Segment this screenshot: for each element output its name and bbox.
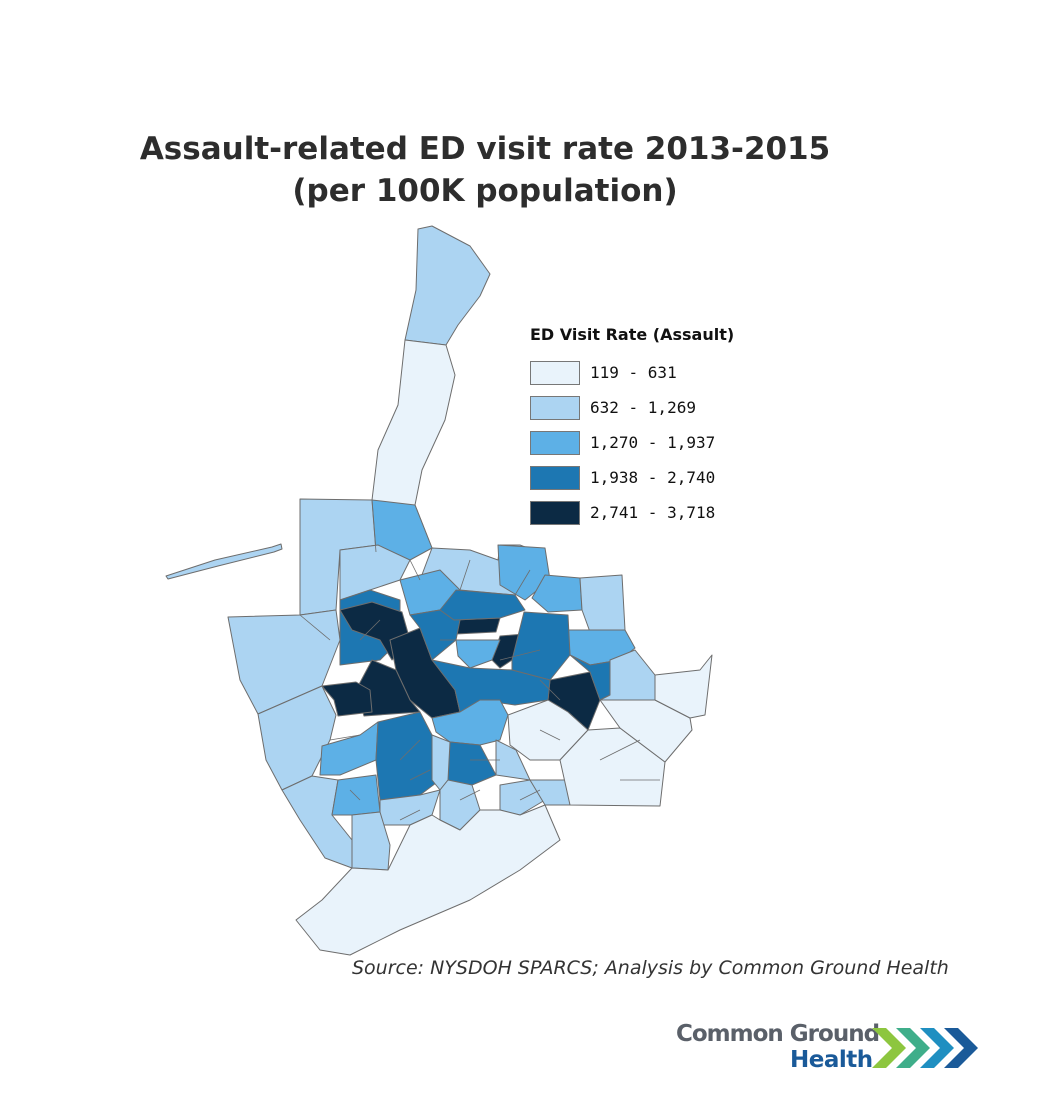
- tract-west-1: [227, 609, 341, 715]
- legend-swatch: [530, 430, 580, 455]
- legend-entry: 2,741 - 3,718: [530, 495, 790, 530]
- tract-north-strip: [404, 225, 491, 346]
- tract-c-4: [511, 611, 571, 681]
- legend-entry: 1,938 - 2,740: [530, 460, 790, 495]
- tract-sw-5: [351, 811, 391, 871]
- legend-entry: 632 - 1,269: [530, 390, 790, 425]
- tract-s-1: [447, 741, 497, 786]
- tract-ne-1: [531, 574, 583, 613]
- chevron-icon: [872, 1028, 906, 1068]
- legend-entry: 1,270 - 1,937: [530, 425, 790, 460]
- tract-sw-2: [375, 711, 441, 801]
- legend-label: 1,938 - 2,740: [590, 468, 716, 487]
- map-title-line-1: Assault-related ED visit rate 2013-2015: [139, 131, 831, 167]
- map-title-line-2: (per 100K population): [292, 173, 678, 209]
- tract-ne-2: [579, 574, 626, 633]
- legend-swatch: [530, 465, 580, 490]
- tract-c-2: [439, 589, 526, 621]
- legend-label: 2,741 - 3,718: [590, 503, 716, 522]
- map-legend: ED Visit Rate (Assault) 119 - 631 632 - …: [530, 325, 790, 530]
- chevron-icon: [920, 1028, 954, 1068]
- map-title: Assault-related ED visit rate 2013-2015 …: [0, 128, 970, 212]
- legend-label: 1,270 - 1,937: [590, 433, 716, 452]
- tract-e-1: [599, 649, 656, 701]
- chevrons-icon: [872, 1028, 978, 1068]
- common-ground-health-logo: Common Ground Health: [676, 1021, 986, 1077]
- canal-feature: [165, 543, 283, 580]
- legend-swatch: [530, 360, 580, 385]
- legend-entry: 119 - 631: [530, 355, 790, 390]
- tract-nc-dark: [453, 617, 501, 635]
- logo-text-line-1: Common Ground: [676, 1021, 880, 1047]
- tract-downtown: [431, 699, 509, 746]
- legend-entries: 119 - 631 632 - 1,269 1,270 - 1,937 1,93…: [530, 355, 790, 530]
- tract-lines: [299, 499, 660, 821]
- legend-title: ED Visit Rate (Assault): [530, 325, 735, 344]
- source-note: Source: NYSDOH SPARCS; Analysis by Commo…: [352, 957, 949, 979]
- legend-label: 119 - 631: [590, 363, 677, 382]
- tract-s-5: [499, 779, 546, 816]
- tract-sw-3: [331, 774, 381, 816]
- legend-swatch: [530, 395, 580, 420]
- tract-c-5: [431, 659, 551, 713]
- legend-swatch: [530, 500, 580, 525]
- tract-west-dark: [321, 681, 373, 717]
- tract-c-3: [455, 639, 501, 669]
- logo-text-line-2: Health: [790, 1047, 873, 1073]
- legend-label: 632 - 1,269: [590, 398, 696, 417]
- tract-south-ext: [295, 804, 561, 956]
- chevron-icon: [896, 1028, 930, 1068]
- chevron-icon: [944, 1028, 978, 1068]
